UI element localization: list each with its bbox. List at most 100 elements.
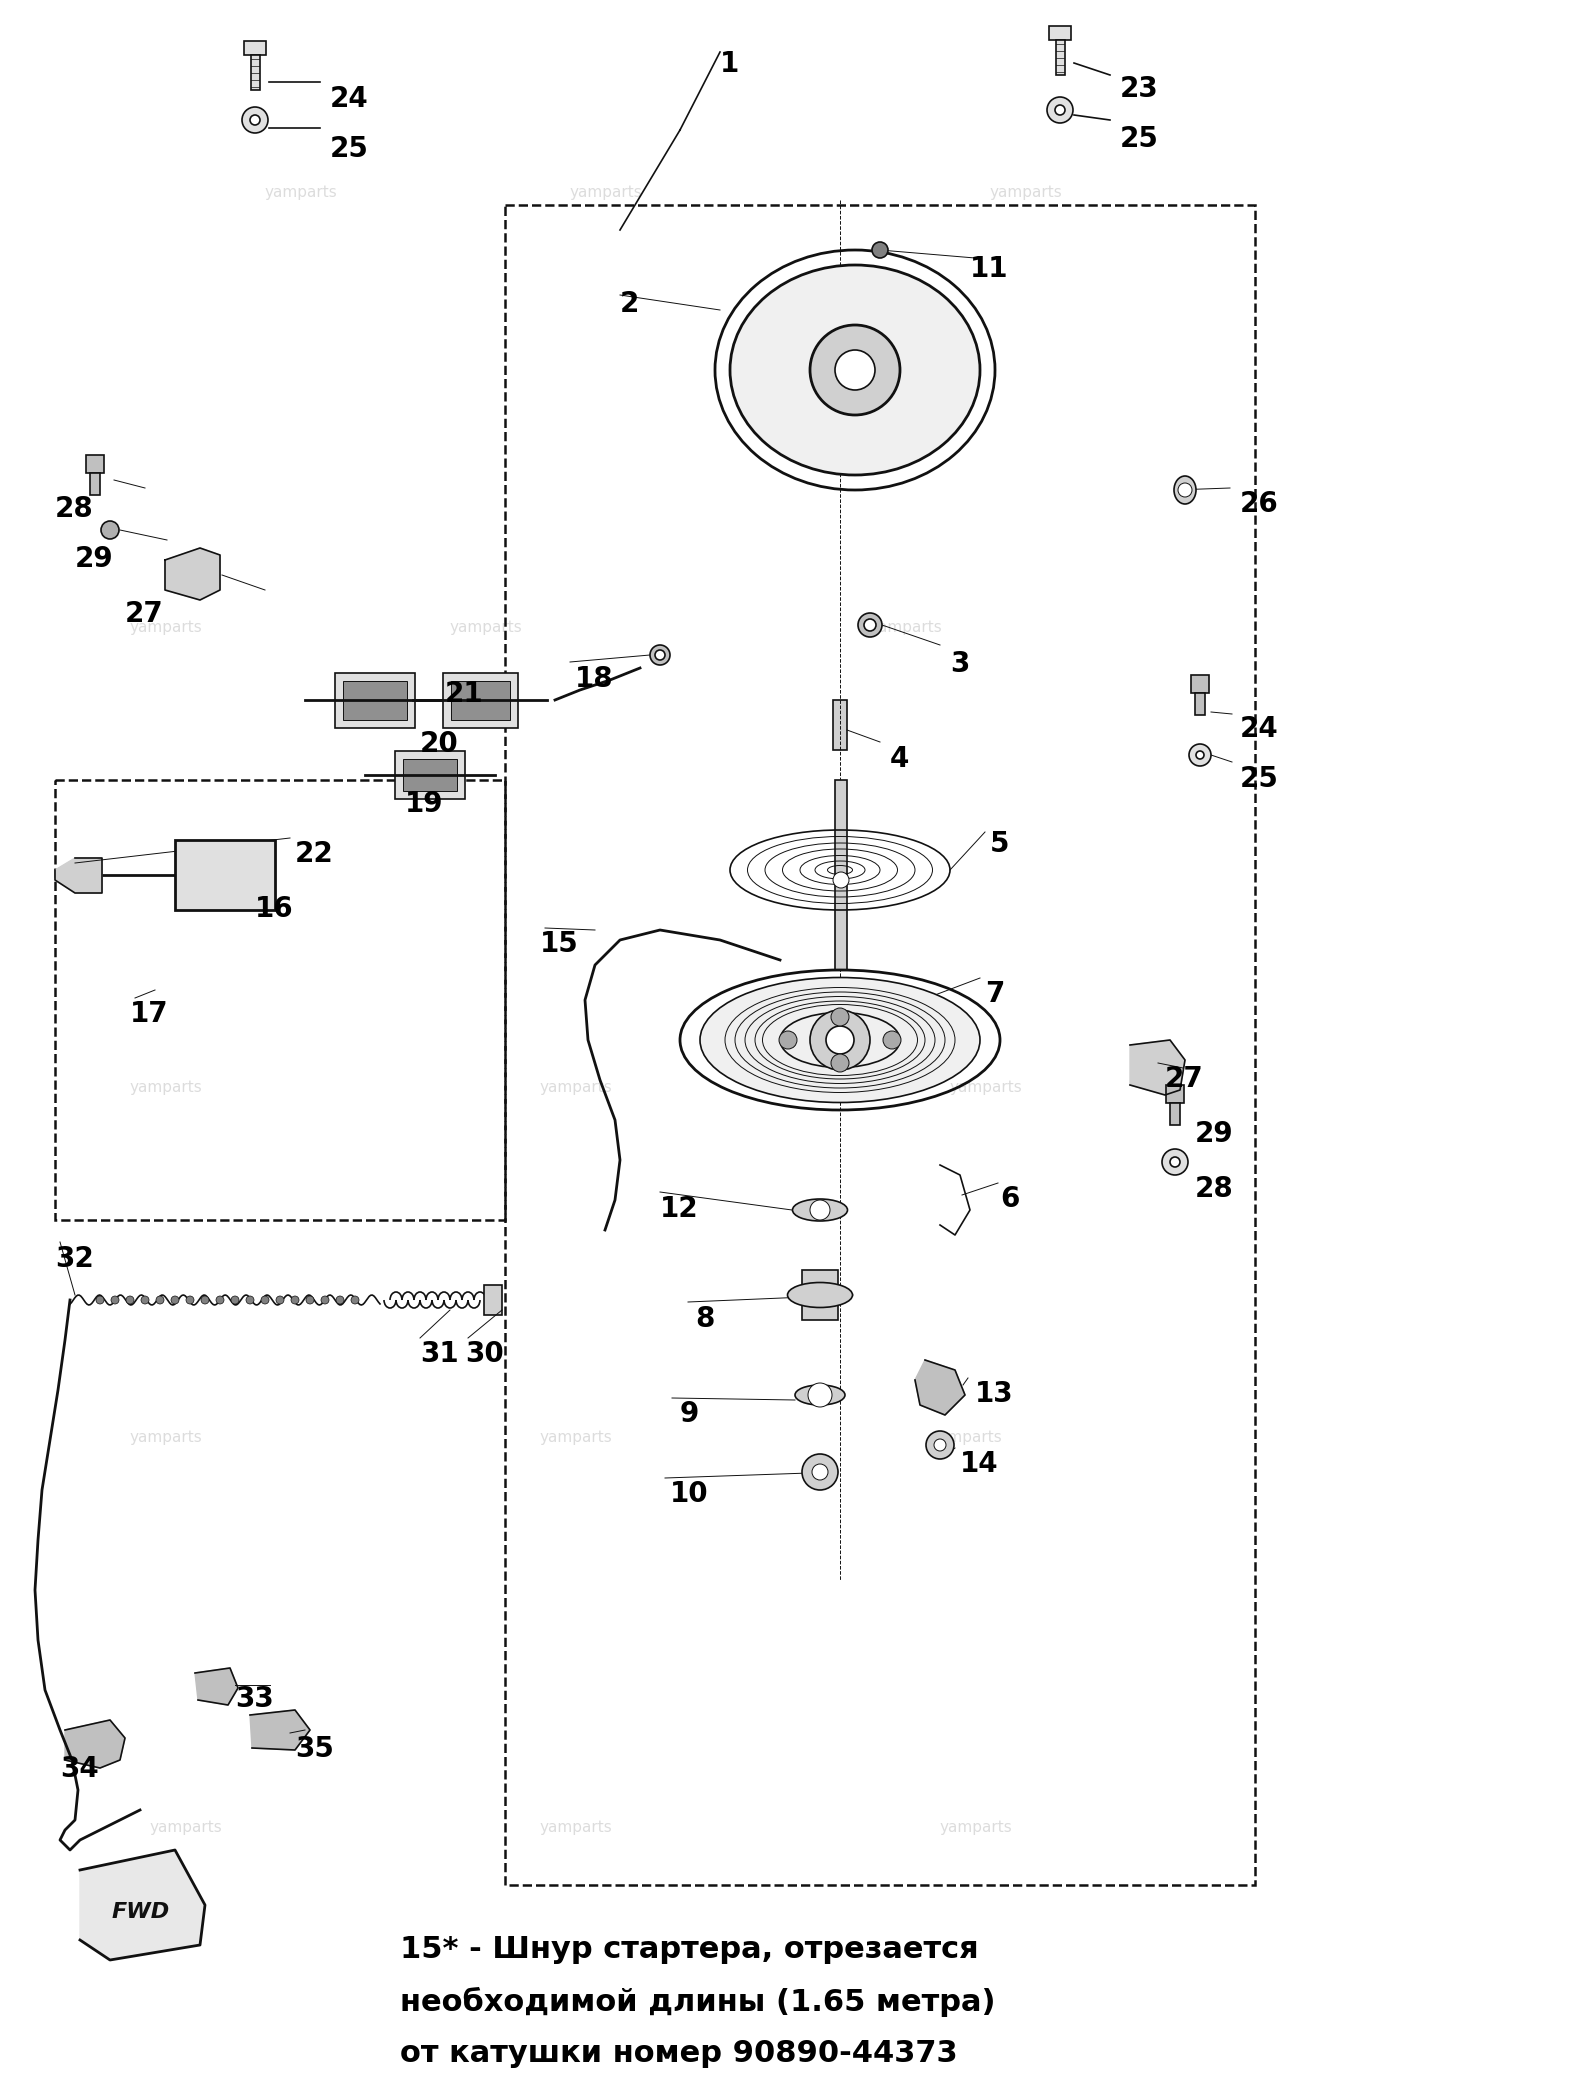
Text: yamparts: yamparts <box>540 1430 613 1444</box>
Polygon shape <box>55 857 101 893</box>
Circle shape <box>336 1296 344 1305</box>
Text: 20: 20 <box>419 730 459 757</box>
Ellipse shape <box>795 1386 845 1405</box>
Text: yamparts: yamparts <box>871 620 943 635</box>
Bar <box>252 54 260 89</box>
Circle shape <box>185 1296 195 1305</box>
Text: 32: 32 <box>55 1244 93 1274</box>
Text: 31: 31 <box>419 1340 459 1367</box>
Circle shape <box>1197 751 1205 760</box>
Text: 28: 28 <box>1195 1176 1233 1203</box>
Circle shape <box>834 350 875 389</box>
Ellipse shape <box>730 264 980 474</box>
Text: 11: 11 <box>970 256 1008 283</box>
Ellipse shape <box>787 1282 853 1307</box>
Circle shape <box>831 1007 848 1026</box>
Text: 25: 25 <box>1121 125 1159 154</box>
Circle shape <box>831 1053 848 1072</box>
Text: 17: 17 <box>130 1001 169 1028</box>
Text: yamparts: yamparts <box>130 1430 203 1444</box>
Text: 26: 26 <box>1239 489 1279 518</box>
Circle shape <box>1162 1149 1187 1176</box>
Text: yamparts: yamparts <box>950 1080 1023 1095</box>
Text: yamparts: yamparts <box>264 185 337 200</box>
Text: yamparts: yamparts <box>150 1821 223 1835</box>
Circle shape <box>171 1296 179 1305</box>
Text: 14: 14 <box>959 1450 999 1478</box>
Text: yamparts: yamparts <box>540 1821 613 1835</box>
Text: yamparts: yamparts <box>929 1430 1002 1444</box>
Text: yamparts: yamparts <box>570 185 643 200</box>
Circle shape <box>242 106 268 133</box>
Text: 16: 16 <box>255 895 293 924</box>
Text: yamparts: yamparts <box>130 620 203 635</box>
Text: 34: 34 <box>60 1754 98 1783</box>
Text: 6: 6 <box>1000 1184 1019 1213</box>
Bar <box>85 456 104 472</box>
Bar <box>1056 40 1065 75</box>
Text: 2: 2 <box>621 289 640 318</box>
Circle shape <box>321 1296 329 1305</box>
Bar <box>1050 25 1072 40</box>
Circle shape <box>934 1438 947 1450</box>
Text: 13: 13 <box>975 1380 1013 1409</box>
Bar <box>55 780 505 1219</box>
Text: 27: 27 <box>1165 1065 1203 1093</box>
Text: 15: 15 <box>540 930 579 957</box>
Text: 30: 30 <box>465 1340 503 1367</box>
Bar <box>396 751 465 799</box>
Text: 24: 24 <box>1239 716 1279 743</box>
Text: 3: 3 <box>950 649 969 678</box>
Circle shape <box>651 645 670 666</box>
Circle shape <box>157 1296 165 1305</box>
Circle shape <box>1046 98 1073 123</box>
Text: необходимой длины (1.65 метра): необходимой длины (1.65 метра) <box>400 1987 996 2016</box>
Polygon shape <box>65 1721 125 1769</box>
Circle shape <box>810 325 901 414</box>
Circle shape <box>803 1455 837 1490</box>
Circle shape <box>1178 483 1192 497</box>
Text: 21: 21 <box>445 680 484 708</box>
Text: 25: 25 <box>1239 766 1279 793</box>
Text: от катушки номер 90890-44373: от катушки номер 90890-44373 <box>400 2039 958 2069</box>
Text: 9: 9 <box>681 1401 700 1428</box>
Bar <box>484 1284 502 1315</box>
Text: 28: 28 <box>55 495 93 522</box>
Circle shape <box>810 1009 871 1070</box>
Text: 25: 25 <box>329 135 369 162</box>
Polygon shape <box>195 1669 237 1704</box>
Polygon shape <box>1130 1040 1186 1095</box>
Circle shape <box>141 1296 149 1305</box>
Text: 12: 12 <box>660 1194 698 1224</box>
Circle shape <box>231 1296 239 1305</box>
Bar <box>1167 1084 1184 1103</box>
Bar <box>1195 693 1205 716</box>
Circle shape <box>810 1201 829 1219</box>
Bar <box>833 699 847 749</box>
Circle shape <box>215 1296 225 1305</box>
Bar <box>176 841 275 909</box>
Circle shape <box>127 1296 135 1305</box>
Circle shape <box>97 1296 104 1305</box>
Text: 24: 24 <box>329 85 369 112</box>
Bar <box>1170 1103 1179 1126</box>
Bar <box>834 780 847 970</box>
Circle shape <box>291 1296 299 1305</box>
Text: 19: 19 <box>405 791 443 818</box>
Text: yamparts: yamparts <box>989 185 1062 200</box>
Bar <box>443 672 518 728</box>
Text: 27: 27 <box>125 599 163 628</box>
Circle shape <box>858 614 882 637</box>
Circle shape <box>872 241 888 258</box>
Circle shape <box>250 114 260 125</box>
Circle shape <box>864 618 875 631</box>
Text: 22: 22 <box>294 841 334 868</box>
Ellipse shape <box>1175 477 1197 504</box>
Circle shape <box>245 1296 253 1305</box>
Circle shape <box>833 872 848 889</box>
Text: 15* - Шнур стартера, отрезается: 15* - Шнур стартера, отрезается <box>400 1935 978 1964</box>
Polygon shape <box>165 547 220 599</box>
Circle shape <box>1054 104 1065 114</box>
Circle shape <box>306 1296 313 1305</box>
Text: 23: 23 <box>1121 75 1159 102</box>
